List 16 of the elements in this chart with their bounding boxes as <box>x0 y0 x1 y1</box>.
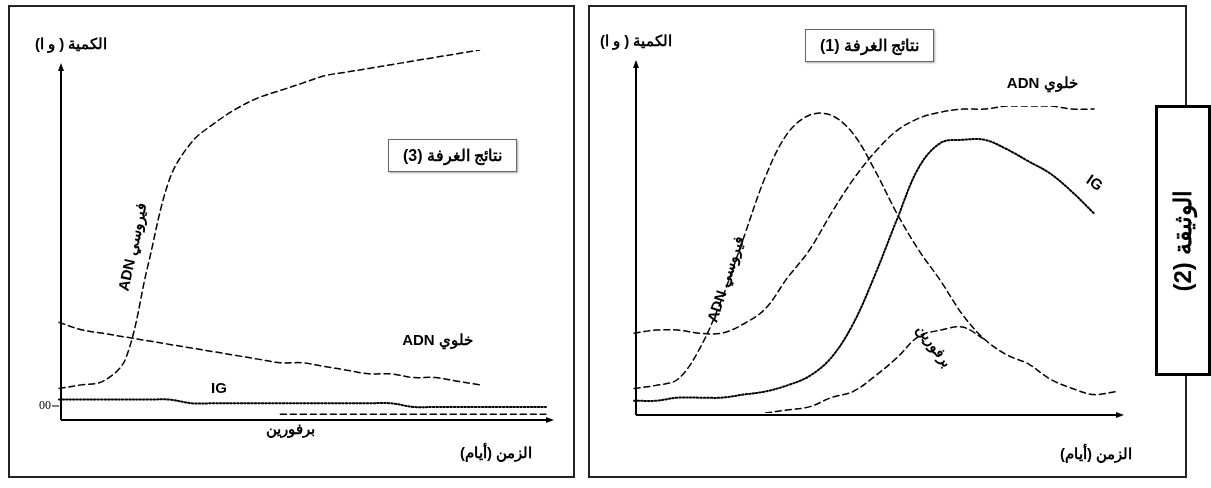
text: 00 <box>39 398 51 413</box>
text: IG <box>1083 170 1107 194</box>
x-axis-title: الزمن (أيام) <box>1060 445 1133 463</box>
text: الوثيقة (2) <box>1169 189 1197 292</box>
text: ADN فيروسي <box>703 233 750 325</box>
x-axis-title: الزمن (أيام) <box>460 444 533 462</box>
text: برفورين <box>913 320 956 371</box>
series-label: ADN خلوي <box>1006 74 1078 94</box>
series-label: برفورين <box>265 420 315 439</box>
y-axis-title: الكمية ( و ا) <box>35 35 108 53</box>
text: ADN فيروسي <box>114 201 152 293</box>
text: نتائج الغرفة (3) <box>388 139 518 172</box>
y-axis-title: الكمية ( و ا) <box>600 32 673 50</box>
series-label: ADN خلوي <box>402 331 473 351</box>
series-label: IG <box>211 379 227 397</box>
chart-title: نتائج الغرفة (1) <box>805 29 935 62</box>
